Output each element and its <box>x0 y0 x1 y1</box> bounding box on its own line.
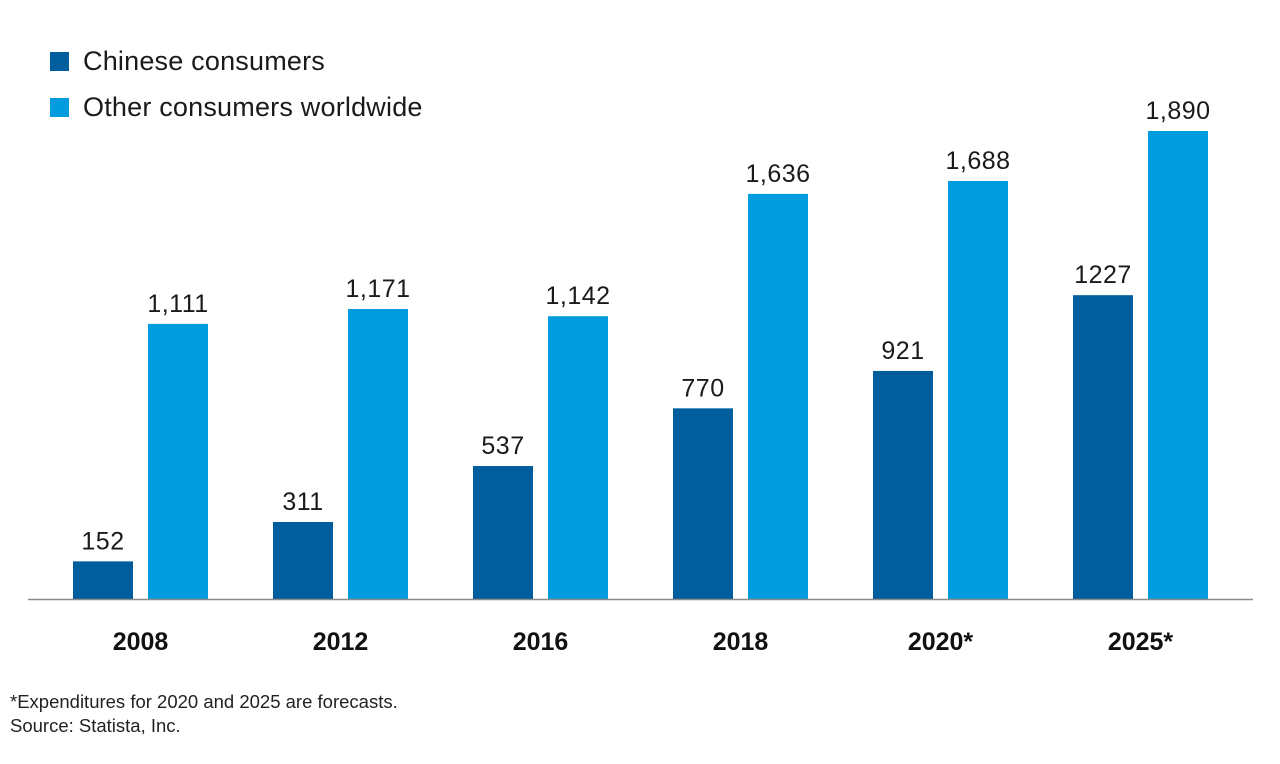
legend-label-other-consumers: Other consumers worldwide <box>83 91 423 122</box>
footnote-forecast-note: *Expenditures for 2020 and 2025 are fore… <box>10 691 398 712</box>
data-label-chinese-2018: 770 <box>681 374 724 402</box>
x-tick-label-2020-forecast: 2020* <box>908 628 974 656</box>
data-label-chinese-2020-forecast: 921 <box>881 337 924 365</box>
legend-item-other-consumers: Other consumers worldwide <box>50 84 423 130</box>
data-label-other-2020-forecast: 1,688 <box>945 147 1010 175</box>
x-tick-label-2025-forecast: 2025* <box>1108 628 1174 656</box>
footnote-source: Source: Statista, Inc. <box>10 715 181 736</box>
legend: Chinese consumers Other consumers worldw… <box>50 38 423 130</box>
data-label-other-2018: 1,636 <box>745 160 810 188</box>
data-label-other-2008: 1,111 <box>147 290 208 318</box>
legend-item-chinese-consumers: Chinese consumers <box>50 38 423 84</box>
bar-chinese-2025-forecast <box>1073 295 1133 599</box>
x-tick-label-2008: 2008 <box>113 628 169 656</box>
bar-other-2012 <box>348 309 408 599</box>
legend-label-chinese-consumers: Chinese consumers <box>83 45 326 76</box>
x-tick-label-2018: 2018 <box>713 628 769 656</box>
bar-other-2018 <box>748 193 808 599</box>
x-tick-label-2016: 2016 <box>513 628 569 656</box>
bar-other-2016 <box>548 316 608 599</box>
bar-chinese-2008 <box>73 561 133 599</box>
bar-other-2020-forecast <box>948 181 1008 599</box>
data-label-other-2025-forecast: 1,890 <box>1145 97 1210 125</box>
data-label-chinese-2016: 537 <box>481 432 524 460</box>
data-label-chinese-2012: 311 <box>282 488 323 516</box>
footnote: *Expenditures for 2020 and 2025 are fore… <box>10 690 398 738</box>
data-label-other-2016: 1,142 <box>545 282 610 310</box>
bar-chinese-2020-forecast <box>873 370 933 599</box>
bar-chinese-2012 <box>273 521 333 599</box>
bar-chinese-2018 <box>673 408 733 599</box>
legend-swatch-other-consumers <box>50 97 69 117</box>
x-tick-label-2012: 2012 <box>313 628 369 656</box>
bar-other-2008 <box>148 323 208 599</box>
data-label-other-2012: 1,171 <box>345 275 410 303</box>
data-label-chinese-2008: 152 <box>81 527 124 555</box>
data-label-chinese-2025-forecast: 1227 <box>1074 261 1132 289</box>
bar-chinese-2016 <box>473 466 533 599</box>
legend-swatch-chinese-consumers <box>50 51 69 71</box>
bar-other-2025-forecast <box>1148 131 1208 599</box>
